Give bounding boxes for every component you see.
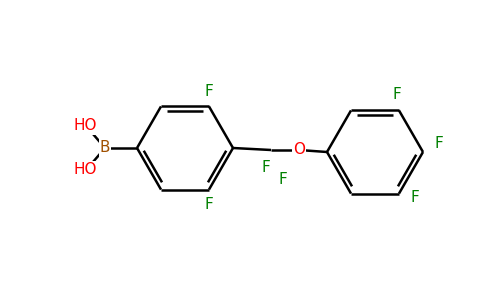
Text: F: F (205, 197, 213, 212)
Text: HO: HO (73, 118, 97, 134)
Text: F: F (410, 190, 419, 205)
Text: F: F (262, 160, 271, 175)
Text: F: F (435, 136, 443, 152)
Text: F: F (205, 84, 213, 99)
Text: O: O (293, 142, 305, 158)
Text: F: F (393, 87, 401, 102)
Text: B: B (100, 140, 110, 155)
Text: HO: HO (73, 163, 97, 178)
Text: F: F (279, 172, 287, 188)
